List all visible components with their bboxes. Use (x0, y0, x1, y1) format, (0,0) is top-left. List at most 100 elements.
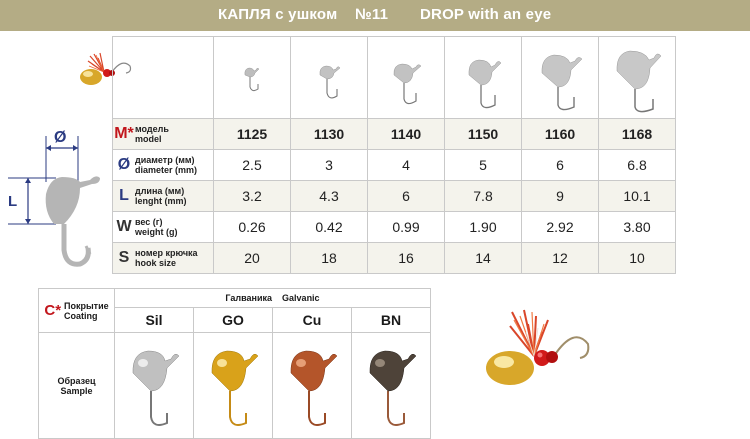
model-cell: 1168 (598, 118, 676, 150)
drop-jig-icon (541, 54, 583, 111)
model-cell: 1150 (444, 118, 522, 150)
model-row: M*модель model 1125 1130 1140 1150 1160 1… (112, 118, 676, 150)
coating-sample-row: Образец Sample (38, 332, 431, 439)
coating-header-row: C* Покрытие Coating Галваника Galvanic (38, 288, 431, 333)
coating-bn: BN (351, 307, 431, 333)
sample-bn (351, 332, 431, 439)
coating-sil: Sil (114, 307, 194, 333)
length-cell: 10.1 (598, 180, 676, 212)
weight-cell: 3.80 (598, 211, 676, 243)
diameter-cell: 4 (367, 149, 445, 181)
hook-size-cell: 16 (367, 242, 445, 274)
weight-symbol: W (116, 218, 132, 235)
jig-image-1130 (290, 36, 368, 119)
drop-jig-icon (393, 63, 422, 105)
feather-tuft (509, 309, 549, 357)
drop-jig-icon (616, 50, 662, 113)
sample-go (193, 332, 273, 439)
jig-image-1160 (521, 36, 599, 119)
model-cell: 1160 (521, 118, 599, 150)
hook-symbol: S (118, 249, 130, 266)
sample-label-en: Sample (60, 385, 93, 396)
length-cell: 9 (521, 180, 599, 212)
silver-jig-icon (132, 350, 180, 426)
model-label-ru: модель (135, 124, 169, 134)
diameter-cell: 3 (290, 149, 368, 181)
weight-cell: 0.26 (213, 211, 291, 243)
image-row (112, 36, 676, 119)
weight-cell: 0.99 (367, 211, 445, 243)
coating-go: GO (193, 307, 273, 333)
weight-cell: 2.92 (521, 211, 599, 243)
diameter-cell: 6.8 (598, 149, 676, 181)
gold-drop-body (486, 351, 534, 385)
lure-photo-large (486, 309, 590, 385)
gold-drop-body (80, 69, 102, 85)
sample-label: Образец Sample (38, 332, 115, 439)
diameter-cell: 2.5 (213, 149, 291, 181)
weight-cell: 0.42 (290, 211, 368, 243)
hook-size-cell: 12 (521, 242, 599, 274)
diameter-symbol: Ø (117, 156, 131, 173)
coating-label-ru: Покрытие (64, 300, 109, 311)
black-nickel-jig-icon (369, 350, 417, 426)
model-cell: 1130 (290, 118, 368, 150)
sample-cu (272, 332, 352, 439)
sample-label-ru: Образец (57, 375, 96, 386)
model-cell: 1140 (367, 118, 445, 150)
title-ru: КАПЛЯ с ушком (218, 6, 338, 23)
length-cell: 6 (367, 180, 445, 212)
hook-size-cell: 18 (290, 242, 368, 274)
model-label: M*модель model (112, 118, 214, 150)
diagram-length-label: L (8, 193, 17, 210)
weight-cell: 1.90 (444, 211, 522, 243)
red-bead (103, 69, 111, 77)
length-symbol: L (119, 187, 129, 204)
feather-tuft (87, 52, 105, 73)
hook-label-ru: номер крючка (135, 248, 198, 258)
spec-table: M*модель model 1125 1130 1140 1150 1160 1… (112, 36, 676, 274)
header-bar: КАПЛЯ с ушком №11 DROP with an eye (0, 0, 750, 31)
drop-jig-icon (468, 59, 502, 109)
gold-jig-icon (211, 350, 259, 426)
coating-label: C* Покрытие Coating (38, 288, 115, 333)
hook-eye (553, 336, 590, 359)
drop-jig-icon (319, 65, 341, 99)
jig-image-1168 (598, 36, 676, 119)
copper-jig-icon (290, 350, 338, 426)
model-cell: 1125 (213, 118, 291, 150)
length-cell: 4.3 (290, 180, 368, 212)
galvanic-group-header: Галваника Galvanic (114, 288, 431, 308)
galvanic-en: Galvanic (282, 293, 320, 303)
diameter-label-en: diameter (mm) (135, 165, 198, 175)
jig-image-1125 (213, 36, 291, 119)
weight-label-ru: вес (г) (135, 217, 163, 227)
sample-sil (114, 332, 194, 439)
weight-label-en: weight (g) (135, 227, 178, 237)
diameter-cell: 5 (444, 149, 522, 181)
hook-size-cell: 14 (444, 242, 522, 274)
length-cell: 7.8 (444, 180, 522, 212)
jig-image-1150 (444, 36, 522, 119)
coating-cu: Cu (272, 307, 352, 333)
hook-silhouette (61, 224, 91, 267)
hook-size-cell: 20 (213, 242, 291, 274)
diameter-label-ru: диаметр (мм) (135, 155, 195, 165)
drop-silhouette (45, 176, 100, 224)
diagram-diameter-label: Ø (54, 129, 66, 146)
model-number: №11 (355, 6, 389, 23)
drop-jig-icon (244, 67, 260, 92)
title-en: DROP with an eye (420, 6, 552, 23)
coating-label-en: Coating (64, 310, 98, 321)
hook-label-en: hook size (135, 258, 177, 268)
hook-size-cell: 10 (598, 242, 676, 274)
coating-symbol: C* (44, 301, 62, 319)
model-symbol: M* (114, 125, 134, 142)
